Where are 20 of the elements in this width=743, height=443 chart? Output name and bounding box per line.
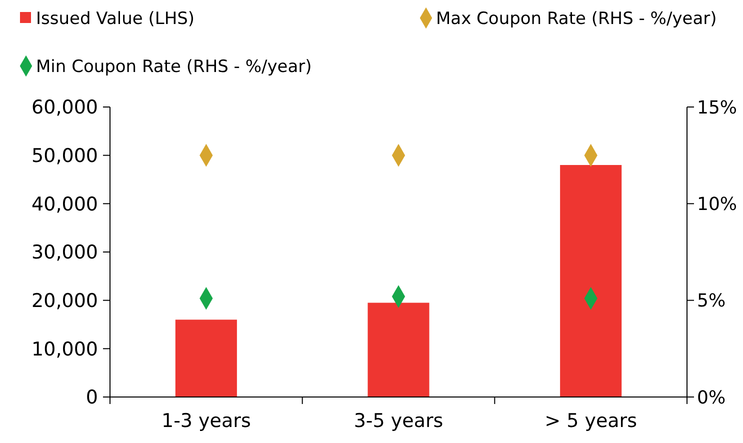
legend-label: Max Coupon Rate (RHS - %/year) bbox=[436, 9, 717, 29]
legend-label: Min Coupon Rate (RHS - %/year) bbox=[36, 57, 312, 77]
bar bbox=[175, 320, 237, 397]
y-tick-label: 0 bbox=[86, 386, 98, 409]
x-tick-label: > 5 years bbox=[544, 410, 638, 432]
y2-tick-label: 10% bbox=[697, 194, 738, 215]
bar bbox=[560, 165, 622, 397]
bar bbox=[368, 302, 430, 397]
y-tick-label: 20,000 bbox=[32, 290, 98, 312]
y-tick-label: 30,000 bbox=[32, 242, 98, 264]
y-tick-label: 50,000 bbox=[32, 144, 98, 167]
y2-tick-label: 0% bbox=[697, 387, 726, 408]
y2-tick-label: 15% bbox=[697, 97, 738, 118]
x-tick-label: 1-3 years bbox=[161, 410, 251, 432]
y2-tick-label: 5% bbox=[697, 290, 726, 312]
legend-label: Issued Value (LHS) bbox=[36, 9, 195, 29]
x-tick-label: 3-5 years bbox=[354, 410, 444, 432]
y-tick-label: 10,000 bbox=[32, 338, 98, 360]
y-tick-label: 60,000 bbox=[32, 96, 98, 119]
y-tick-label: 40,000 bbox=[32, 193, 98, 216]
